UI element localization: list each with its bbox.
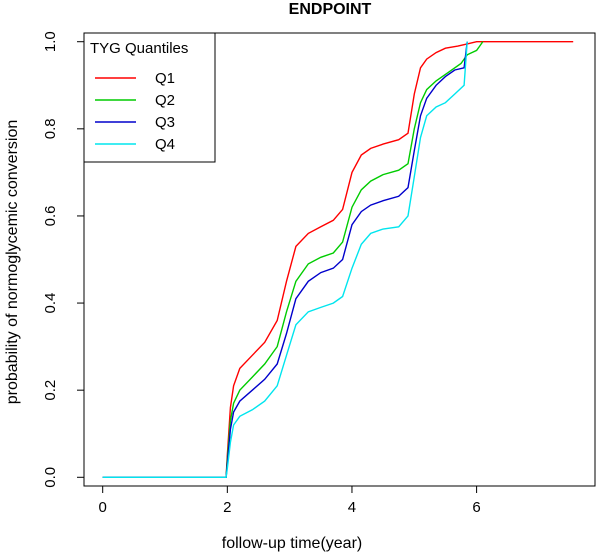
x-tick-label: 0 <box>99 499 107 516</box>
chart-title: ENDPOINT <box>289 1 372 18</box>
legend-items: Q1 Q2 Q3 Q4 <box>95 70 175 153</box>
x-tick-label: 2 <box>223 499 231 516</box>
legend-label-q1: Q1 <box>155 70 175 87</box>
x-tick-label: 4 <box>348 499 356 516</box>
legend-title: TYG Quantiles <box>90 40 188 57</box>
series-group <box>102 41 574 478</box>
series-line-q4 <box>102 41 468 478</box>
legend-label-q3: Q3 <box>155 114 175 131</box>
legend: TYG Quantiles Q1 Q2 Q3 Q4 <box>83 32 216 163</box>
y-tick-label: 0.6 <box>42 206 59 227</box>
legend-label-q4: Q4 <box>155 136 175 153</box>
y-tick-label: 0.0 <box>42 467 59 488</box>
x-tick-label: 6 <box>472 499 480 516</box>
series-line-q2 <box>102 41 484 478</box>
legend-label-q2: Q2 <box>155 92 175 109</box>
x-axis: 0 2 4 6 <box>99 485 481 516</box>
legend-box <box>83 32 216 163</box>
y-axis: 0.0 0.2 0.4 0.6 0.8 1.0 <box>42 31 85 488</box>
y-tick-label: 0.4 <box>42 293 59 314</box>
series-line-q3 <box>102 41 468 478</box>
y-tick-label: 1.0 <box>42 31 59 52</box>
y-axis-title: probability of normoglycemic conversion <box>4 120 21 405</box>
x-axis-title: follow-up time(year) <box>222 535 362 552</box>
series-line-q1 <box>102 41 574 478</box>
y-tick-label: 0.8 <box>42 118 59 139</box>
y-tick-label: 0.2 <box>42 380 59 401</box>
